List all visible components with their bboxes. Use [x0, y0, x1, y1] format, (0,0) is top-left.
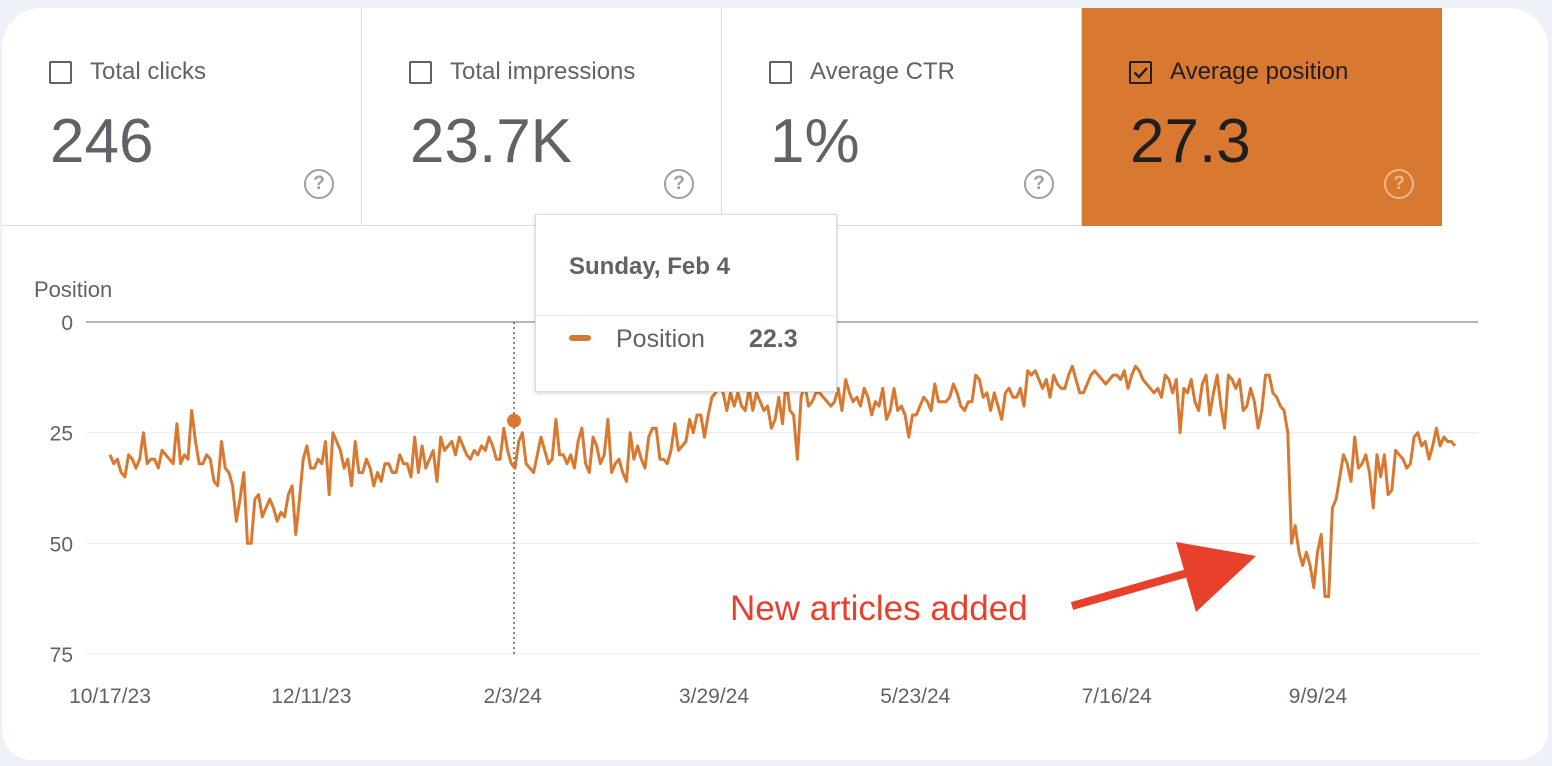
- tooltip-value: 22.3: [749, 325, 798, 353]
- annotation-arrow: [1070, 542, 1256, 612]
- x-tick-label: 7/16/24: [1082, 685, 1152, 708]
- y-tick-labels: 0 25 50 75: [50, 312, 73, 667]
- checkbox-unchecked-icon[interactable]: [49, 61, 72, 84]
- x-tick-label: 5/23/24: [880, 685, 950, 708]
- metric-value: 23.7K: [410, 107, 573, 176]
- tooltip-series-name: Position: [616, 325, 705, 353]
- performance-card: Total clicks 246 ? Total impressions 23.…: [2, 8, 1548, 760]
- series-swatch: [569, 335, 591, 341]
- tooltip-date: Sunday, Feb 4: [569, 253, 730, 280]
- metric-average-position[interactable]: Average position 27.3 ?: [1082, 8, 1442, 226]
- metric-label: Average CTR: [810, 58, 955, 85]
- metric-label: Total impressions: [450, 58, 636, 85]
- y-tick-label: 50: [50, 533, 73, 556]
- x-tick-label: 10/17/23: [69, 685, 151, 708]
- help-circle-icon[interactable]: ?: [1024, 169, 1054, 199]
- metric-label: Total clicks: [90, 58, 207, 85]
- x-tick-labels: 10/17/23 12/11/23 2/3/24 3/29/24 5/23/24 7/16…: [69, 685, 1347, 708]
- hover-point: [507, 413, 521, 428]
- x-tick-label: 2/3/24: [483, 685, 542, 708]
- tooltip-divider: [536, 315, 836, 316]
- y-tick-label: 25: [50, 423, 73, 446]
- help-circle-icon[interactable]: ?: [1384, 169, 1414, 199]
- y-axis-label: Position: [34, 277, 112, 302]
- metric-total-impressions[interactable]: Total impressions 23.7K ?: [362, 8, 722, 226]
- x-tick-label: 12/11/23: [271, 685, 351, 708]
- metric-label: Average position: [1170, 58, 1349, 85]
- help-circle-icon[interactable]: ?: [664, 169, 694, 199]
- metric-value: 27.3: [1130, 107, 1251, 176]
- position-series-line[interactable]: [108, 364, 1457, 598]
- checkbox-unchecked-icon[interactable]: [409, 61, 432, 84]
- metric-total-clicks[interactable]: Total clicks 246 ?: [2, 8, 362, 226]
- checkbox-unchecked-icon[interactable]: [769, 61, 792, 84]
- y-tick-label: 75: [50, 644, 73, 667]
- x-tick-label: 3/29/24: [679, 685, 749, 708]
- metric-value: 1%: [770, 107, 860, 176]
- x-tick-label: 9/9/24: [1289, 685, 1348, 708]
- help-circle-icon[interactable]: ?: [304, 169, 334, 199]
- metric-value: 246: [50, 107, 154, 176]
- annotation-text: New articles added: [730, 589, 1028, 628]
- metric-average-ctr[interactable]: Average CTR 1% ?: [722, 8, 1082, 226]
- y-tick-label: 0: [61, 312, 73, 335]
- chart-tooltip: Sunday, Feb 4 Position 22.3: [535, 214, 837, 392]
- checkbox-checked-icon[interactable]: [1129, 61, 1152, 84]
